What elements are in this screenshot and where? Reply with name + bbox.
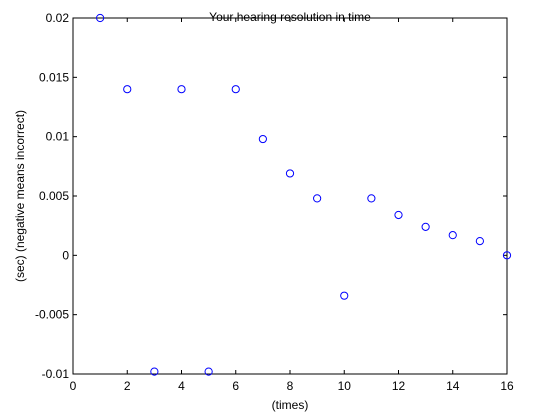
x-tick-label: 8 — [287, 379, 294, 393]
x-tick-label: 14 — [446, 379, 460, 393]
data-point — [502, 251, 512, 260]
y-axis-ticks: -0.01 -0.005 0 0.005 0.01 0.015 0.02 — [35, 11, 507, 381]
data-point — [204, 367, 213, 376]
x-tick-label: 10 — [338, 379, 352, 393]
data-point — [421, 222, 430, 231]
data-point — [123, 85, 132, 94]
y-tick-label: 0 — [62, 248, 69, 262]
x-axis-ticks: 0 2 4 6 8 10 12 14 16 — [70, 18, 514, 393]
y-tick-label: -0.01 — [42, 367, 70, 381]
data-point — [96, 13, 105, 23]
data-point — [394, 210, 403, 220]
x-tick-label: 2 — [124, 379, 131, 393]
data-point — [258, 134, 267, 144]
y-tick-label: 0.005 — [39, 189, 69, 203]
x-tick-label: 0 — [70, 379, 77, 393]
x-tick-label: 4 — [178, 379, 185, 393]
data-point — [177, 85, 186, 94]
data-point — [285, 169, 295, 178]
y-tick-label: 0.015 — [39, 70, 69, 84]
y-tick-label: -0.005 — [35, 308, 69, 322]
y-axis-label: (sec) (negative means incorrect) — [13, 110, 27, 282]
data-point — [231, 85, 240, 94]
x-axis-label: (times) — [272, 398, 309, 412]
x-tick-label: 16 — [500, 379, 514, 393]
plot-area — [72, 17, 508, 375]
x-tick-label: 12 — [392, 379, 406, 393]
data-points — [96, 13, 512, 376]
data-point — [448, 231, 457, 240]
data-point — [340, 291, 349, 300]
y-tick-label: 0.02 — [46, 11, 70, 25]
y-tick-label: 0.01 — [46, 130, 70, 144]
data-point — [150, 367, 159, 376]
chart-title: Your hearing resolution in time — [209, 10, 371, 24]
data-point — [475, 236, 484, 246]
x-tick-label: 6 — [232, 379, 239, 393]
data-point — [313, 194, 322, 203]
data-point — [367, 194, 376, 203]
